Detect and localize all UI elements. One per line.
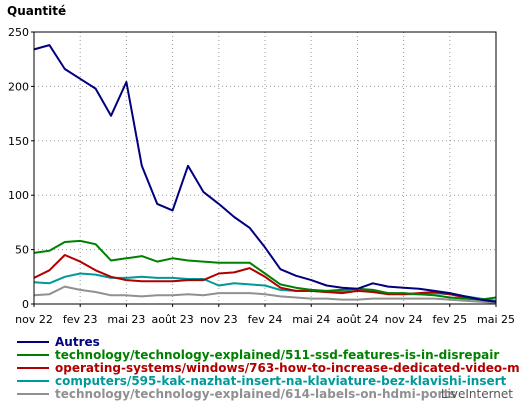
series-line-hdmi-labels (33, 285, 497, 304)
series-line-dedicated-video-memory (33, 254, 497, 303)
x-tick-label: août 24 (336, 313, 378, 326)
y-axis-ticks: 0 50 100 150 200 250 (8, 26, 34, 311)
legend-label: operating-systems/windows/763-how-to-inc… (55, 361, 520, 375)
y-tick-label: 150 (8, 135, 29, 148)
x-tick-label: fev 23 (63, 313, 98, 326)
y-tick-label: 0 (22, 298, 29, 311)
legend-label: technology/technology-explained/614-labe… (55, 387, 456, 401)
x-tick-label: mai 23 (107, 313, 145, 326)
series-line-autres (33, 44, 497, 303)
legend: Autrestechnology/technology-explained/51… (17, 335, 520, 401)
x-tick-label: nov 22 (15, 313, 53, 326)
x-tick-label: août 23 (151, 313, 193, 326)
brand-label: LiveInternet (441, 387, 513, 401)
y-tick-label: 200 (8, 80, 29, 93)
x-tick-label: nov 24 (385, 313, 423, 326)
x-tick-label: nov 23 (200, 313, 238, 326)
x-tick-label: mai 24 (292, 313, 330, 326)
x-tick-label: fev 24 (248, 313, 283, 326)
series-line-ssd-features (33, 239, 497, 301)
y-axis-title: Quantité (7, 4, 66, 18)
legend-label: Autres (55, 335, 100, 349)
plot-frame (33, 31, 497, 305)
legend-label: technology/technology-explained/511-ssd-… (55, 348, 499, 362)
legend-label: computers/595-kak-nazhat-insert-na-klavi… (55, 374, 507, 388)
y-tick-label: 250 (8, 26, 29, 39)
series-lines (33, 44, 497, 304)
x-axis-ticks: nov 22 fev 23 mai 23 août 23 nov 23 fev 24 mai… (15, 304, 515, 326)
y-tick-label: 50 (15, 244, 29, 257)
x-tick-label: fev 25 (432, 313, 467, 326)
grid (34, 32, 496, 304)
y-tick-label: 100 (8, 189, 29, 202)
x-tick-label: mai 25 (477, 313, 515, 326)
